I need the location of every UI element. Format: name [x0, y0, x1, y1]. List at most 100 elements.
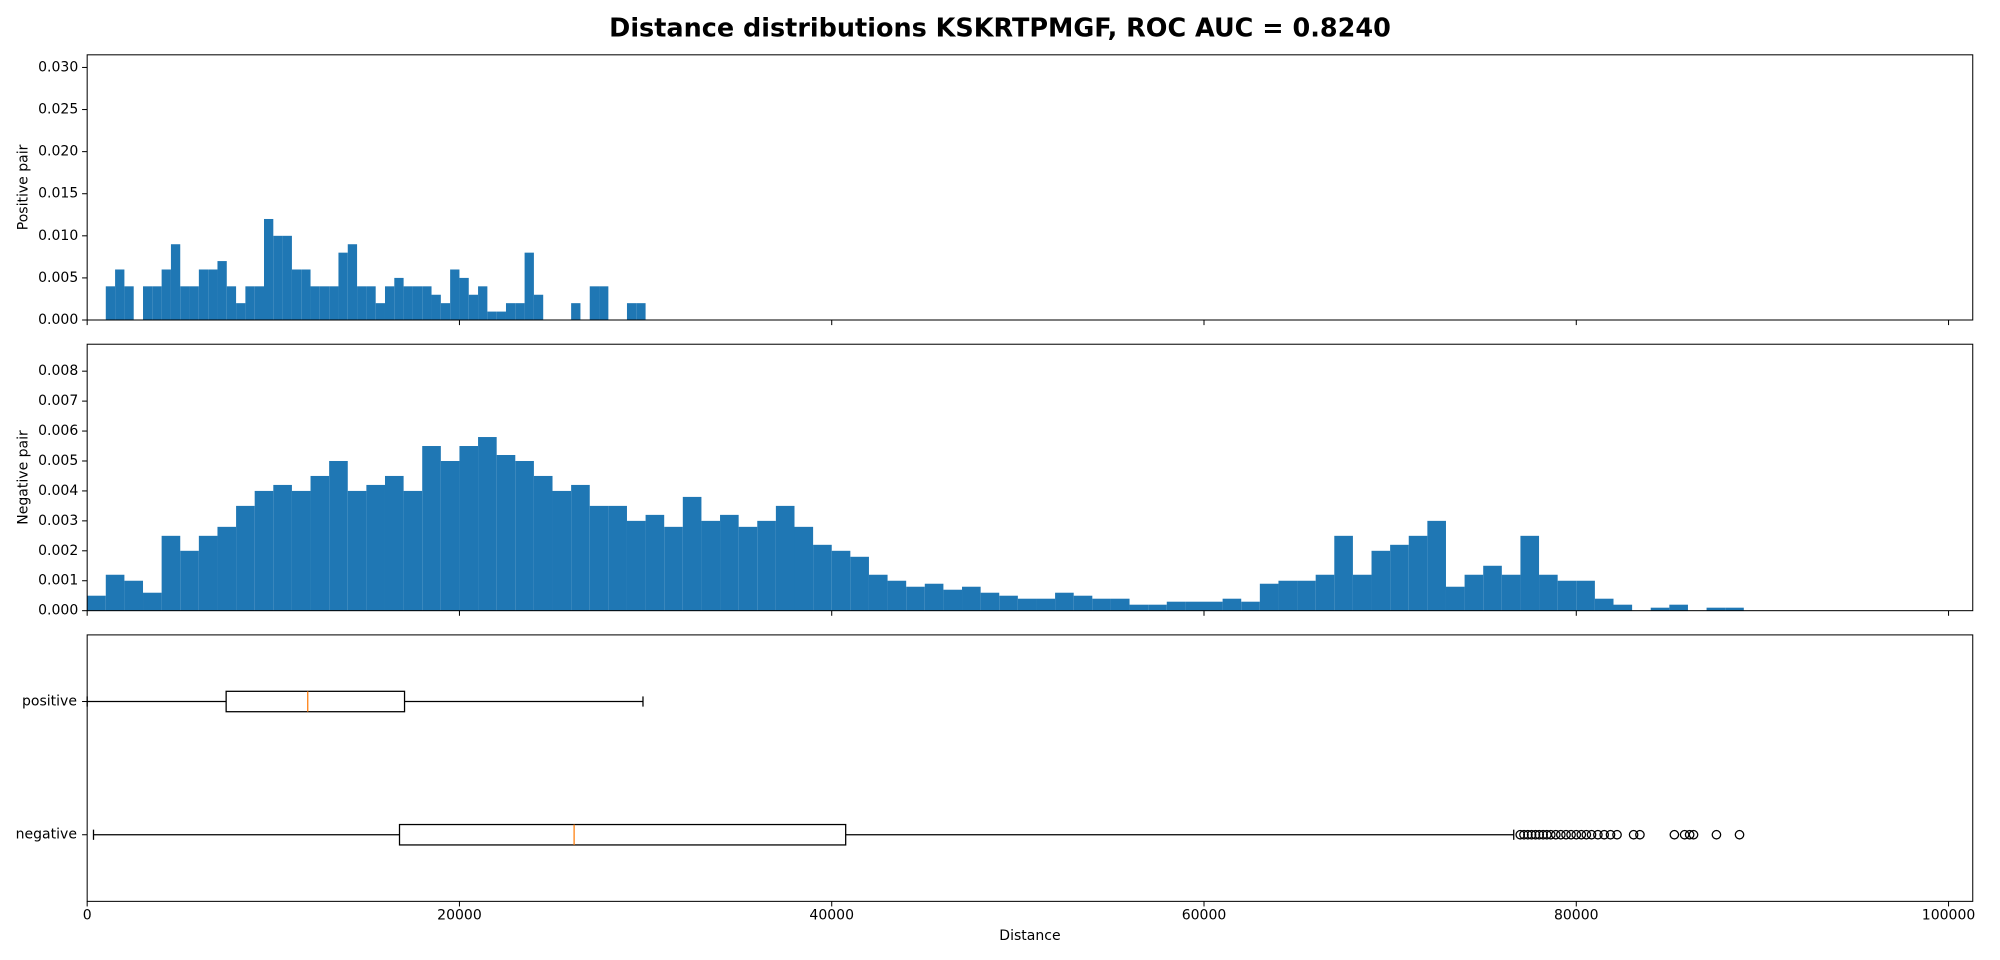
- y-axis-label: Positive pair: [15, 144, 31, 230]
- histogram-bar: [533, 475, 553, 611]
- outlier: [1628, 829, 1639, 840]
- histogram-bar: [143, 286, 153, 320]
- y-tick-label: negative: [16, 827, 77, 843]
- x-tick-label: 20000: [437, 907, 482, 923]
- y-tick-label: 0.000: [38, 312, 78, 328]
- histogram-bar: [1408, 535, 1428, 611]
- histogram-bar: [682, 496, 702, 611]
- histogram-bar: [124, 286, 134, 320]
- histogram-bar: [347, 490, 367, 611]
- histogram-bar: [152, 286, 162, 320]
- histogram-bar: [1483, 565, 1502, 611]
- y-tick-label: 0.007: [38, 393, 78, 409]
- y-tick-label: 0.005: [38, 270, 78, 286]
- histogram-bar: [1501, 574, 1521, 611]
- histogram-bar: [431, 294, 441, 320]
- y-tick-label: 0.002: [38, 543, 78, 559]
- histogram-bar: [487, 311, 497, 320]
- histogram-bar: [943, 589, 963, 611]
- plot-frame: [86, 343, 1974, 612]
- outlier: [1555, 829, 1566, 840]
- histogram-bar: [217, 261, 227, 320]
- histogram-bar: [1092, 598, 1111, 611]
- histogram-bar: [282, 235, 292, 320]
- y-tick-label: 0.030: [38, 59, 78, 75]
- histogram-bar: [636, 303, 646, 320]
- y-tick-label: 0.020: [38, 144, 78, 160]
- histogram-bar: [1073, 595, 1093, 611]
- y-axis-label: Negative pair: [15, 430, 31, 525]
- histogram-bar: [105, 286, 116, 320]
- histogram-bar: [478, 437, 497, 611]
- histogram-bar: [1315, 574, 1335, 611]
- histogram-bar: [1594, 598, 1614, 611]
- histogram-bar: [450, 269, 460, 320]
- histogram-bar: [999, 595, 1018, 611]
- histogram-bar: [962, 586, 981, 611]
- histogram-bar: [599, 286, 609, 320]
- x-tick-label: 0: [83, 907, 92, 923]
- histogram-bar: [924, 583, 944, 611]
- histogram-bar: [496, 311, 506, 320]
- histogram-bar: [1725, 607, 1744, 611]
- histogram-bar: [1203, 601, 1223, 611]
- histogram-bar: [366, 286, 376, 320]
- outlier: [1599, 829, 1610, 840]
- histogram-bar: [1129, 604, 1149, 611]
- histogram-bar: [813, 544, 832, 611]
- histogram-bar: [1650, 607, 1670, 611]
- histogram-bar: [1576, 580, 1595, 611]
- histogram-bar: [1613, 604, 1633, 611]
- x-tick-label: 60000: [1182, 907, 1227, 923]
- y-tick-label: 0.010: [38, 228, 78, 244]
- histogram-bar: [468, 294, 479, 320]
- outlier: [1538, 829, 1548, 840]
- histogram-bar: [347, 244, 358, 320]
- outlier: [1586, 829, 1597, 840]
- y-tick-label: 0.004: [38, 483, 78, 499]
- chart-title: Distance distributions KSKRTPMGF, ROC AU…: [609, 13, 1391, 43]
- histogram-bar: [338, 252, 348, 320]
- histogram-bar: [394, 277, 404, 320]
- y-tick-label: 0.005: [38, 453, 78, 469]
- histogram-bar: [115, 269, 125, 320]
- histogram-bar: [1390, 544, 1409, 611]
- histogram-bar: [496, 454, 516, 611]
- histogram-bar: [701, 520, 721, 611]
- histogram-bar: [1539, 574, 1558, 611]
- histogram-bar: [868, 574, 888, 611]
- plot-frame: [86, 54, 1974, 321]
- histogram-bar: [1241, 601, 1260, 611]
- x-tick-label: 40000: [809, 907, 854, 923]
- histogram-bar: [1185, 601, 1204, 611]
- histogram-bar: [301, 269, 311, 320]
- histogram-bar: [626, 520, 646, 611]
- histogram-bar: [1222, 598, 1242, 611]
- histogram-bar: [626, 303, 637, 320]
- histogram-bar: [170, 244, 181, 320]
- histogram-bar: [478, 286, 488, 320]
- histogram-bar: [645, 514, 665, 611]
- histogram-bar: [608, 505, 627, 611]
- histogram-bar: [273, 235, 283, 320]
- histogram-bar: [1706, 607, 1726, 611]
- histogram-bar: [1259, 583, 1279, 611]
- outlier: [1612, 829, 1622, 840]
- outlier: [1734, 829, 1745, 840]
- histogram-bar: [440, 303, 451, 320]
- histogram-bar: [366, 484, 385, 611]
- x-tick-label: 100000: [1922, 907, 1976, 923]
- histogram-bar: [180, 286, 190, 320]
- y-tick-label: 0.001: [38, 573, 78, 589]
- outlier: [1519, 829, 1529, 840]
- histogram-bar: [245, 286, 255, 320]
- outlier: [1581, 829, 1592, 840]
- histogram-bar: [143, 592, 162, 611]
- histogram-bar: [208, 269, 218, 320]
- y-tick-label: 0.006: [38, 423, 78, 439]
- histogram-bar: [226, 286, 237, 320]
- histogram-bar: [775, 505, 795, 611]
- outlier: [1576, 829, 1587, 840]
- histogram-bar: [1427, 520, 1446, 611]
